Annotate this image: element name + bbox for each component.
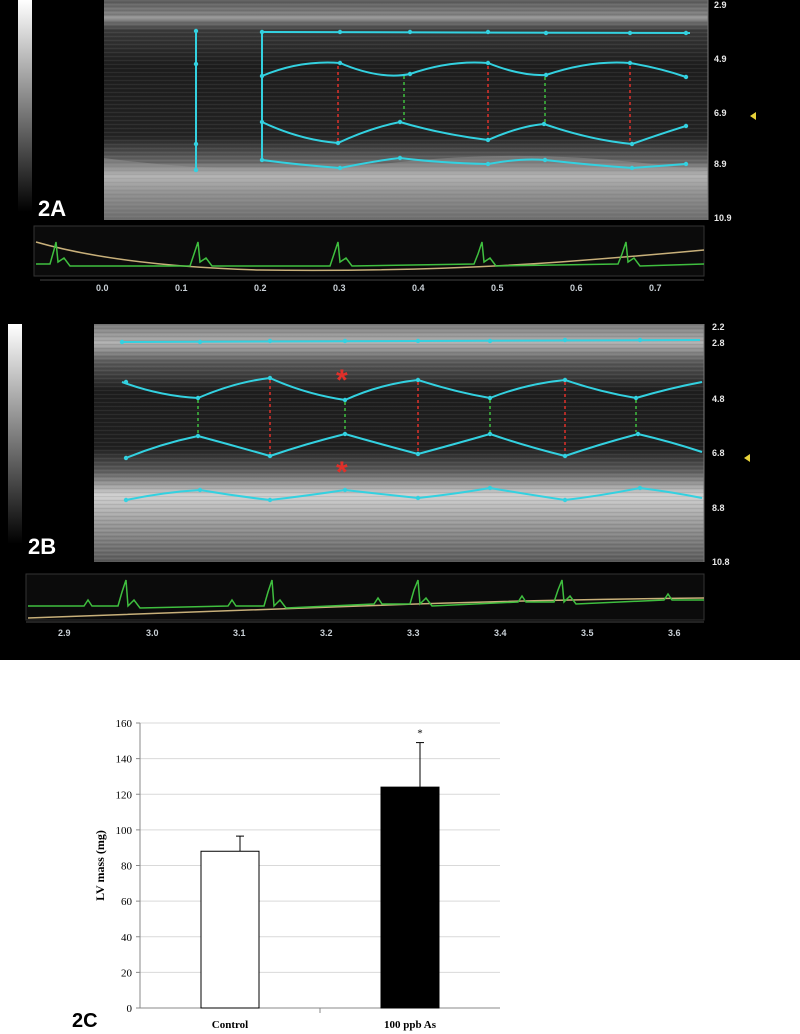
depth-tick: 6.8 bbox=[712, 448, 725, 458]
significance-asterisk: * bbox=[417, 728, 423, 740]
significance-markers: * bbox=[417, 728, 423, 740]
time-tick: 3.3 bbox=[407, 628, 420, 638]
y-tick-label: 0 bbox=[127, 1003, 133, 1015]
y-tick-label: 140 bbox=[116, 754, 133, 766]
bar bbox=[200, 850, 260, 1009]
bar bbox=[380, 786, 440, 1009]
panel-label-a: 2A bbox=[38, 196, 67, 221]
asterisk-marker: * bbox=[336, 456, 348, 489]
depth-tick: 2.8 bbox=[712, 338, 725, 348]
panel-label-c: 2C bbox=[72, 1010, 98, 1032]
y-tick-label: 160 bbox=[116, 718, 133, 730]
time-tick: 0.1 bbox=[175, 283, 188, 293]
ecg-strip-a bbox=[33, 225, 705, 277]
time-tick: 0.7 bbox=[649, 283, 662, 293]
gridlines bbox=[140, 722, 500, 973]
time-tick: 0.2 bbox=[254, 283, 267, 293]
time-tick: 3.5 bbox=[581, 628, 594, 638]
y-tick-labels: 0 20 40 60 80 100 120 140 160 bbox=[116, 718, 133, 1015]
depth-tick: 8.9 bbox=[714, 159, 727, 169]
time-tick: 3.2 bbox=[320, 628, 333, 638]
ecg-trace-a bbox=[36, 241, 705, 267]
trace-points-b bbox=[119, 337, 643, 503]
time-tick: 3.6 bbox=[668, 628, 681, 638]
depth-tick: 4.8 bbox=[712, 394, 725, 404]
asterisk-marker: * bbox=[336, 364, 348, 397]
depth-tick: 10.9 bbox=[714, 213, 732, 223]
time-axis-b: 2.9 3.0 3.1 3.2 3.3 3.4 3.5 3.6 bbox=[26, 621, 704, 638]
time-tick: 0.0 bbox=[96, 283, 109, 293]
echo-panel-a: 2.9 4.9 6.9 8.9 10.9 0.0 0.1 0.2 0.3 0.4… bbox=[0, 0, 800, 322]
category-labels: Control 100 ppb As bbox=[212, 1019, 437, 1031]
depth-tick: 6.9 bbox=[714, 108, 727, 118]
depth-tick: 2.9 bbox=[714, 0, 727, 10]
depth-tick: 10.8 bbox=[712, 557, 730, 567]
depth-tick: 4.9 bbox=[714, 54, 727, 64]
depth-tick: 2.2 bbox=[712, 322, 725, 332]
time-tick: 0.3 bbox=[333, 283, 346, 293]
panel-label-b: 2B bbox=[28, 534, 57, 559]
depth-scale-a: 2.9 4.9 6.9 8.9 10.9 bbox=[707, 0, 756, 223]
ecg-strip-b bbox=[25, 573, 705, 621]
ecg-trace-b bbox=[28, 579, 704, 609]
time-axis-a: 0.0 0.1 0.2 0.3 0.4 0.5 0.6 0.7 bbox=[40, 279, 704, 293]
y-tick-label: 40 bbox=[121, 932, 133, 944]
y-tick-label: 120 bbox=[116, 789, 133, 801]
y-tick-label: 100 bbox=[116, 825, 133, 837]
bars bbox=[200, 786, 440, 1009]
time-tick: 0.6 bbox=[570, 283, 583, 293]
dimension-lines-b bbox=[197, 380, 637, 454]
category-label: 100 ppb As bbox=[384, 1019, 437, 1031]
trace-points-a bbox=[193, 28, 689, 173]
time-tick: 3.4 bbox=[494, 628, 507, 638]
y-tick-label: 60 bbox=[121, 896, 133, 908]
grayscale-bar bbox=[18, 0, 32, 212]
y-tick-label: 20 bbox=[121, 967, 133, 979]
echo-panel-a-graphic: 2.9 4.9 6.9 8.9 10.9 0.0 0.1 0.2 0.3 0.4… bbox=[18, 0, 756, 293]
grayscale-bar bbox=[8, 324, 22, 544]
error-bars bbox=[236, 742, 424, 852]
depth-marker-icon bbox=[750, 112, 756, 120]
y-axis-label: LV mass (mg) bbox=[93, 830, 107, 901]
depth-scale-b: 2.2 2.8 4.8 6.8 8.8 10.8 bbox=[703, 322, 750, 567]
echo-panel-b: * * 2.2 2.8 4.8 6.8 8.8 10.8 2.9 3.0 3.1… bbox=[0, 322, 800, 660]
depth-tick: 8.8 bbox=[712, 503, 725, 513]
time-tick: 0.5 bbox=[491, 283, 504, 293]
category-label: Control bbox=[212, 1019, 248, 1031]
time-tick: 2.9 bbox=[58, 628, 71, 638]
axes bbox=[136, 722, 500, 1013]
time-tick: 0.4 bbox=[412, 283, 425, 293]
y-tick-label: 80 bbox=[121, 861, 133, 873]
time-tick: 3.0 bbox=[146, 628, 159, 638]
echo-panel-b-graphic: * * 2.2 2.8 4.8 6.8 8.8 10.8 2.9 3.0 3.1… bbox=[8, 322, 750, 638]
dimension-lines-a bbox=[337, 66, 631, 142]
depth-marker-icon bbox=[744, 454, 750, 462]
time-tick: 3.1 bbox=[233, 628, 246, 638]
